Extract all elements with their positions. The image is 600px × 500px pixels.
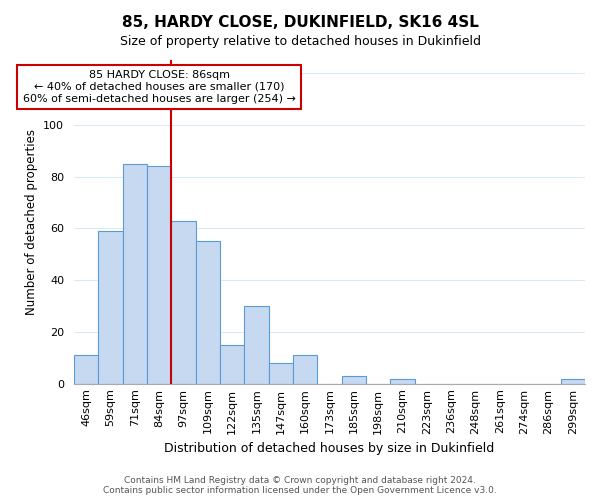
Bar <box>293 355 317 384</box>
Text: Size of property relative to detached houses in Dukinfield: Size of property relative to detached ho… <box>119 35 481 48</box>
Bar <box>196 242 220 384</box>
Bar <box>122 164 147 384</box>
Bar <box>560 378 585 384</box>
Y-axis label: Number of detached properties: Number of detached properties <box>25 129 38 315</box>
Bar <box>391 378 415 384</box>
Text: 85 HARDY CLOSE: 86sqm
← 40% of detached houses are smaller (170)
60% of semi-det: 85 HARDY CLOSE: 86sqm ← 40% of detached … <box>23 70 296 104</box>
Bar <box>244 306 269 384</box>
X-axis label: Distribution of detached houses by size in Dukinfield: Distribution of detached houses by size … <box>164 442 494 455</box>
Bar <box>147 166 171 384</box>
Bar <box>171 220 196 384</box>
Bar <box>98 231 122 384</box>
Bar <box>269 363 293 384</box>
Text: 85, HARDY CLOSE, DUKINFIELD, SK16 4SL: 85, HARDY CLOSE, DUKINFIELD, SK16 4SL <box>122 15 478 30</box>
Text: Contains HM Land Registry data © Crown copyright and database right 2024.
Contai: Contains HM Land Registry data © Crown c… <box>103 476 497 495</box>
Bar <box>341 376 366 384</box>
Bar <box>74 355 98 384</box>
Bar <box>220 345 244 384</box>
